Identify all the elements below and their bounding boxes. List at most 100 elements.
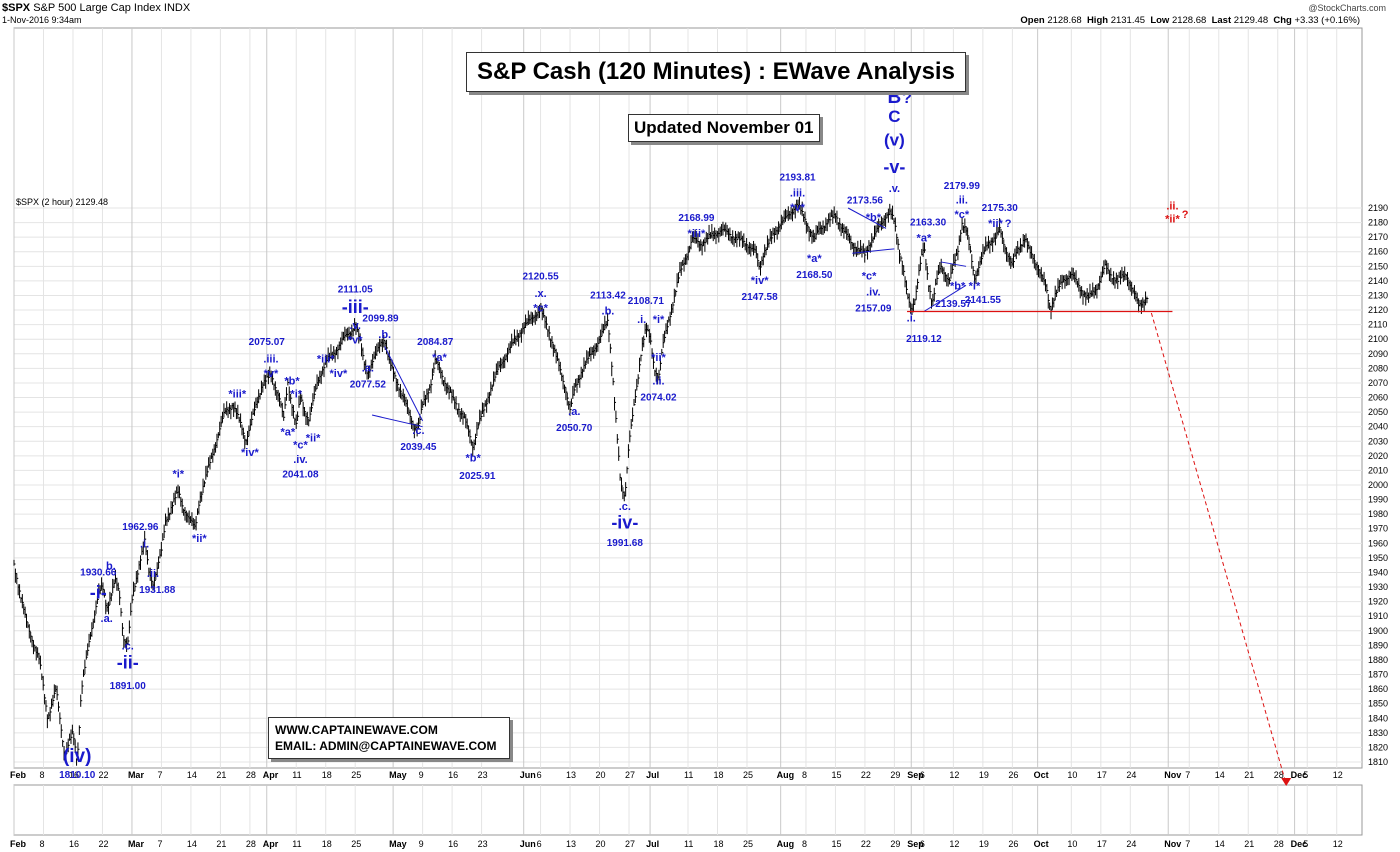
y-tick-label: 1880	[1368, 655, 1388, 665]
x-tick-label-lower: 11	[684, 839, 693, 849]
x-tick-label: Oct	[1034, 770, 1049, 780]
x-tick-label: 16	[69, 770, 79, 780]
projection-label: *ii*	[1165, 214, 1180, 226]
wave-label: .iv.	[866, 286, 880, 298]
x-tick-label: 11	[684, 770, 693, 780]
x-tick-label-lower: 6	[537, 839, 542, 849]
x-tick-label: 13	[566, 770, 576, 780]
y-tick-label: 1950	[1368, 553, 1388, 563]
wave-label: 1891.00	[110, 681, 147, 692]
x-tick-label: 15	[831, 770, 841, 780]
y-tick-label: 1870	[1368, 670, 1388, 680]
y-tick-label: 2040	[1368, 422, 1388, 432]
x-tick-label-lower: 8	[802, 839, 807, 849]
y-tick-label: 1920	[1368, 597, 1388, 607]
y-axis: 1810 1820 1830 1840 1850 1860 1870 1880 1890 1900…	[1368, 203, 1388, 767]
x-tick-label: May	[389, 770, 407, 780]
x-tick-label-lower: 12	[1333, 839, 1343, 849]
y-tick-label: 2010	[1368, 465, 1388, 475]
wave-label: *c*	[533, 303, 548, 315]
y-tick-label: 1810	[1368, 757, 1388, 767]
ohlc-readout: Open 2128.68 High 2131.45 Low 2128.68 La…	[1020, 15, 1360, 26]
wave-label: 2041.08	[282, 470, 319, 481]
wave-label: *ii*	[651, 352, 666, 364]
wave-label: 2163.30	[910, 217, 947, 228]
wave-label: *i*	[290, 389, 302, 401]
x-tick-label-lower: 21	[216, 839, 226, 849]
chart-title: S&P Cash (120 Minutes) : EWave Analysis	[466, 52, 966, 92]
x-tick-label-lower: 20	[596, 839, 606, 849]
y-tick-label: 2160	[1368, 247, 1388, 257]
x-tick-label-lower: Mar	[128, 839, 145, 849]
x-tick-label: 7	[1185, 770, 1190, 780]
y-tick-label: 1860	[1368, 684, 1388, 694]
trend-line	[923, 284, 967, 312]
x-tick-label-lower: 25	[351, 839, 361, 849]
symbol: $SPX	[2, 2, 31, 14]
y-tick-label: 2170	[1368, 232, 1388, 242]
wave-label: *i*	[969, 281, 981, 293]
wave-label: .ii.	[652, 375, 664, 387]
x-tick-label-lower: 8	[39, 839, 44, 849]
x-tick-label-lower: 26	[1008, 839, 1018, 849]
x-tick-label-lower: 9	[419, 839, 424, 849]
x-tick-label-lower: 25	[743, 839, 753, 849]
wave-label: 1991.68	[607, 538, 644, 549]
low-label: Low	[1150, 15, 1170, 26]
wave-label: 2077.52	[350, 379, 387, 390]
wave-label: .a.	[568, 406, 580, 418]
x-tick-label-lower: 15	[831, 839, 841, 849]
x-tick-label-lower: 22	[861, 839, 871, 849]
contact-box: WWW.CAPTAINEWAVE.COM EMAIL: ADMIN@CAPTAI…	[268, 717, 510, 759]
wave-label: 1810.10	[59, 770, 96, 781]
low-value: 2128.68	[1171, 15, 1207, 26]
x-tick-label-lower: Jul	[646, 839, 659, 849]
x-tick-label: Aug	[777, 770, 795, 780]
wave-label: .b.	[602, 305, 615, 317]
x-tick-label: 25	[743, 770, 753, 780]
x-tick-label: 14	[187, 770, 197, 780]
trend-line	[384, 346, 424, 422]
x-tick-label: 23	[478, 770, 488, 780]
y-tick-label: 2100	[1368, 334, 1388, 344]
y-tick-label: 2080	[1368, 363, 1388, 373]
wave-label: *a*	[432, 352, 447, 364]
x-tick-label-lower: 14	[1215, 839, 1225, 849]
y-tick-label: 1940	[1368, 567, 1388, 577]
chart-subtitle: Updated November 01	[628, 114, 820, 142]
y-tick-label: 2120	[1368, 305, 1388, 315]
x-tick-label: 9	[419, 770, 424, 780]
y-tick-label: 2090	[1368, 349, 1388, 359]
chg-label: Chg	[1273, 15, 1292, 26]
y-tick-label: 2190	[1368, 203, 1388, 213]
wave-label: 2120.55	[522, 271, 559, 282]
x-tick-label-lower: 24	[1126, 839, 1136, 849]
wave-label: *iii*	[317, 354, 335, 366]
last-label: Last	[1211, 15, 1232, 26]
y-tick-label: 1980	[1368, 509, 1388, 519]
wave-label: .i.	[907, 313, 916, 325]
trend-line	[371, 414, 423, 428]
wave-label: -iii-	[342, 297, 369, 317]
x-tick-label: 8	[802, 770, 807, 780]
wave-label: 2099.89	[362, 314, 399, 325]
wave-label: *v*	[264, 368, 279, 380]
x-tick-label-lower: 22	[98, 839, 108, 849]
x-tick-label-lower: 28	[1274, 839, 1284, 849]
x-tick-label: Sep	[907, 770, 924, 780]
x-tick-label: 6	[920, 770, 925, 780]
wave-label: 2074.02	[640, 392, 677, 403]
y-tick-label: 2180	[1368, 218, 1388, 228]
x-tick-label-lower: Nov	[1164, 839, 1181, 849]
wave-label: (iv)	[63, 746, 92, 767]
x-tick-label: Nov	[1164, 770, 1181, 780]
chart-date: 1-Nov-2016 9:34am	[2, 15, 82, 25]
wave-label: *ii*	[988, 218, 1003, 230]
y-tick-label: 2050	[1368, 407, 1388, 417]
wave-label: 2168.99	[678, 213, 715, 224]
y-tick-label: 2060	[1368, 393, 1388, 403]
x-tick-label-lower: Apr	[263, 839, 279, 849]
wave-label: *b*	[950, 281, 966, 293]
wave-label: *iv*	[241, 447, 259, 459]
wave-label: 2179.99	[944, 181, 981, 192]
